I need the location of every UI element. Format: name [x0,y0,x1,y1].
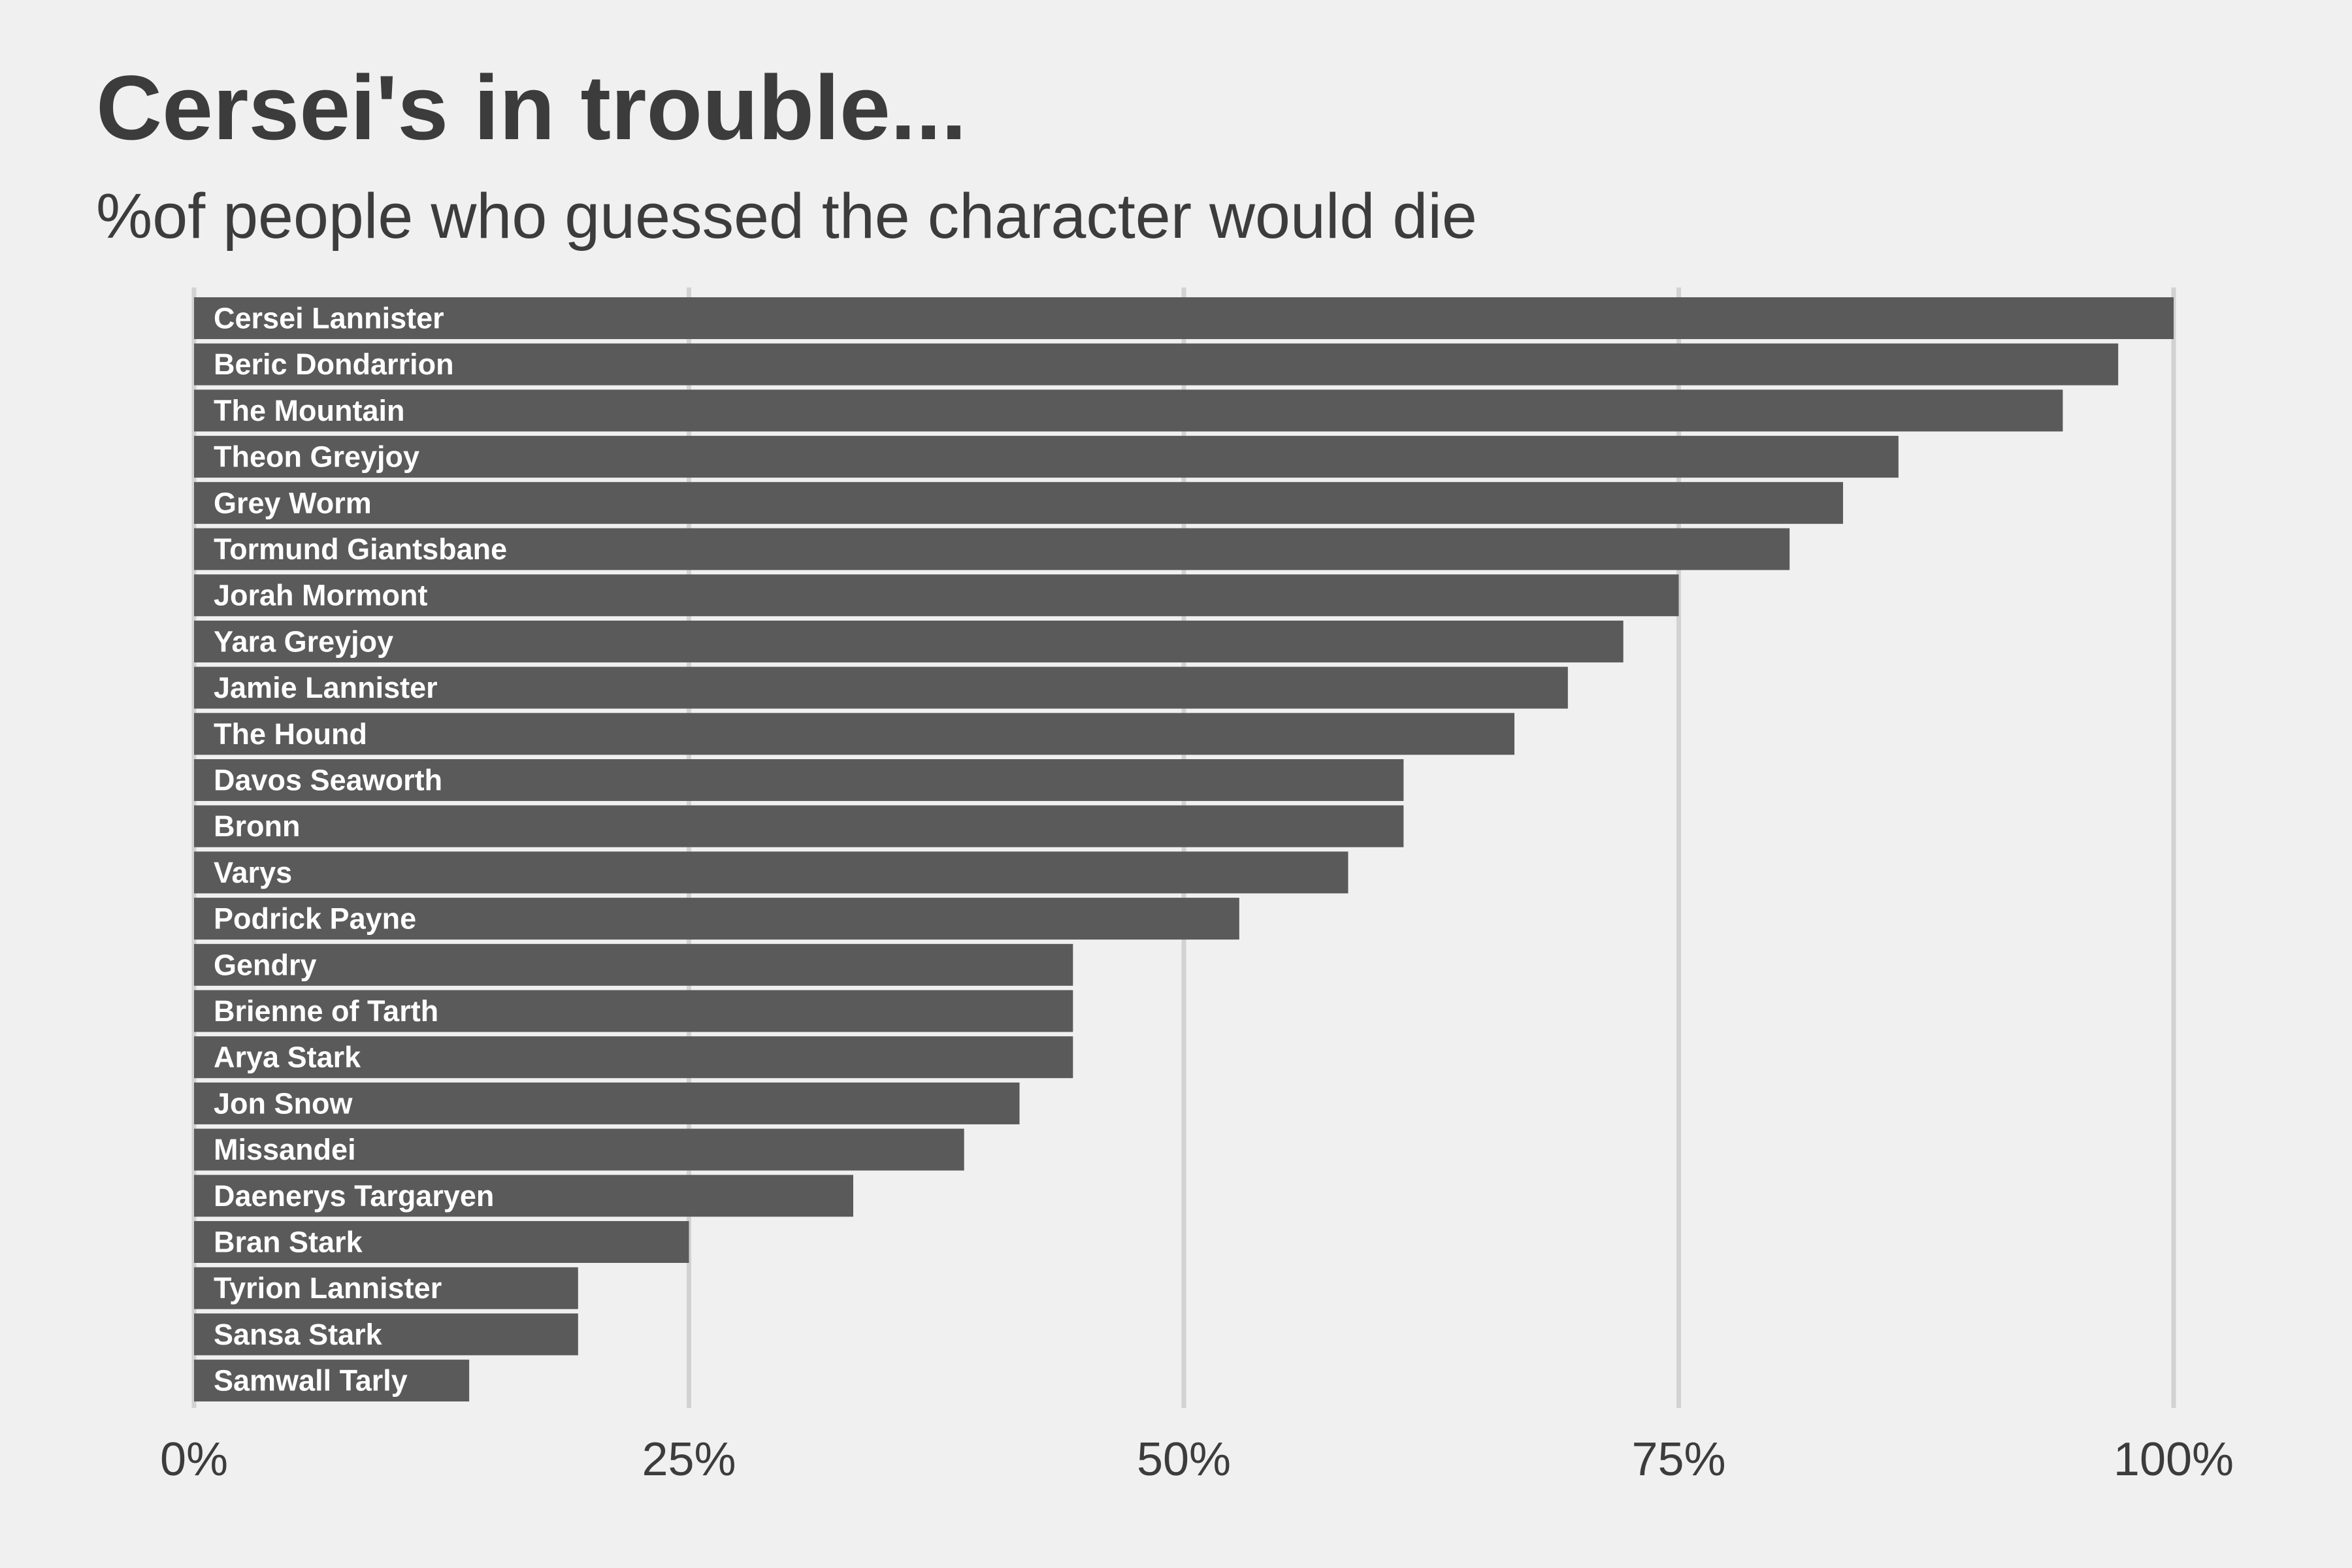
bar-label: Varys [214,856,292,889]
bar [194,1221,689,1263]
bar [194,666,1568,709]
bar [194,620,1624,662]
bar [194,1082,1020,1124]
bar [194,574,1679,617]
bar [194,1267,578,1309]
bar-label: Bronn [214,809,300,843]
x-tick-label: 0% [160,1433,228,1486]
bar-label: The Mountain [214,394,404,427]
bar [194,713,1515,755]
bar [194,528,1790,570]
bar-label: Gendry [214,948,317,981]
bar-label: Arya Stark [214,1041,361,1074]
bar [194,805,1404,847]
bar [194,436,1899,478]
bar-label: Jamie Lannister [214,671,438,704]
x-tick-label: 25% [642,1433,736,1486]
bar-label: Tormund Giantsbane [214,532,507,566]
bar [194,851,1348,894]
bar [194,297,2174,339]
bar-label: Cersei Lannister [214,302,444,335]
x-tick-label: 50% [1137,1433,1231,1486]
bar [194,482,1843,524]
x-tick-label: 75% [1631,1433,1725,1486]
bar-label: Beric Dondarrion [214,348,454,381]
bar-label: Missandei [214,1133,356,1166]
bar [194,759,1404,801]
bar-label: Jorah Mormont [214,579,428,612]
bar-label: Grey Worm [214,486,372,519]
bar [194,1036,1073,1079]
bar [194,389,2063,432]
bar-label: Podrick Payne [214,902,416,936]
bar-label: The Hound [214,717,367,751]
chart-subtitle: %of people who guessed the character wou… [96,180,1477,252]
bar-label: Sansa Stark [214,1318,383,1351]
bar-label: Davos Seaworth [214,764,442,797]
bar-label: Brienne of Tarth [214,994,438,1028]
bar [194,1175,853,1217]
bar [194,943,1073,986]
bar-label: Jon Snow [214,1086,353,1120]
bar [194,898,1239,940]
bar-label: Daenerys Targaryen [214,1179,494,1213]
bar [194,1313,578,1356]
bar [194,343,2119,385]
bar [194,990,1073,1032]
bar [194,1128,964,1171]
bar-label: Theon Greyjoy [214,440,419,474]
bars [194,297,2174,1402]
bar [194,1360,470,1402]
bar-label: Bran Stark [214,1226,363,1259]
bar-label: Yara Greyjoy [214,625,393,658]
x-tick-label: 100% [2114,1433,2234,1486]
x-axis-ticks: 0% 25% 50% 75% 100% [160,1433,2234,1486]
chart-title: Cersei's in trouble... [96,56,967,159]
bar-label: Tyrion Lannister [214,1271,442,1305]
bar-labels: Cersei Lannister Beric Dondarrion The Moun… [214,302,507,1397]
bar-label: Samwall Tarly [214,1364,408,1397]
